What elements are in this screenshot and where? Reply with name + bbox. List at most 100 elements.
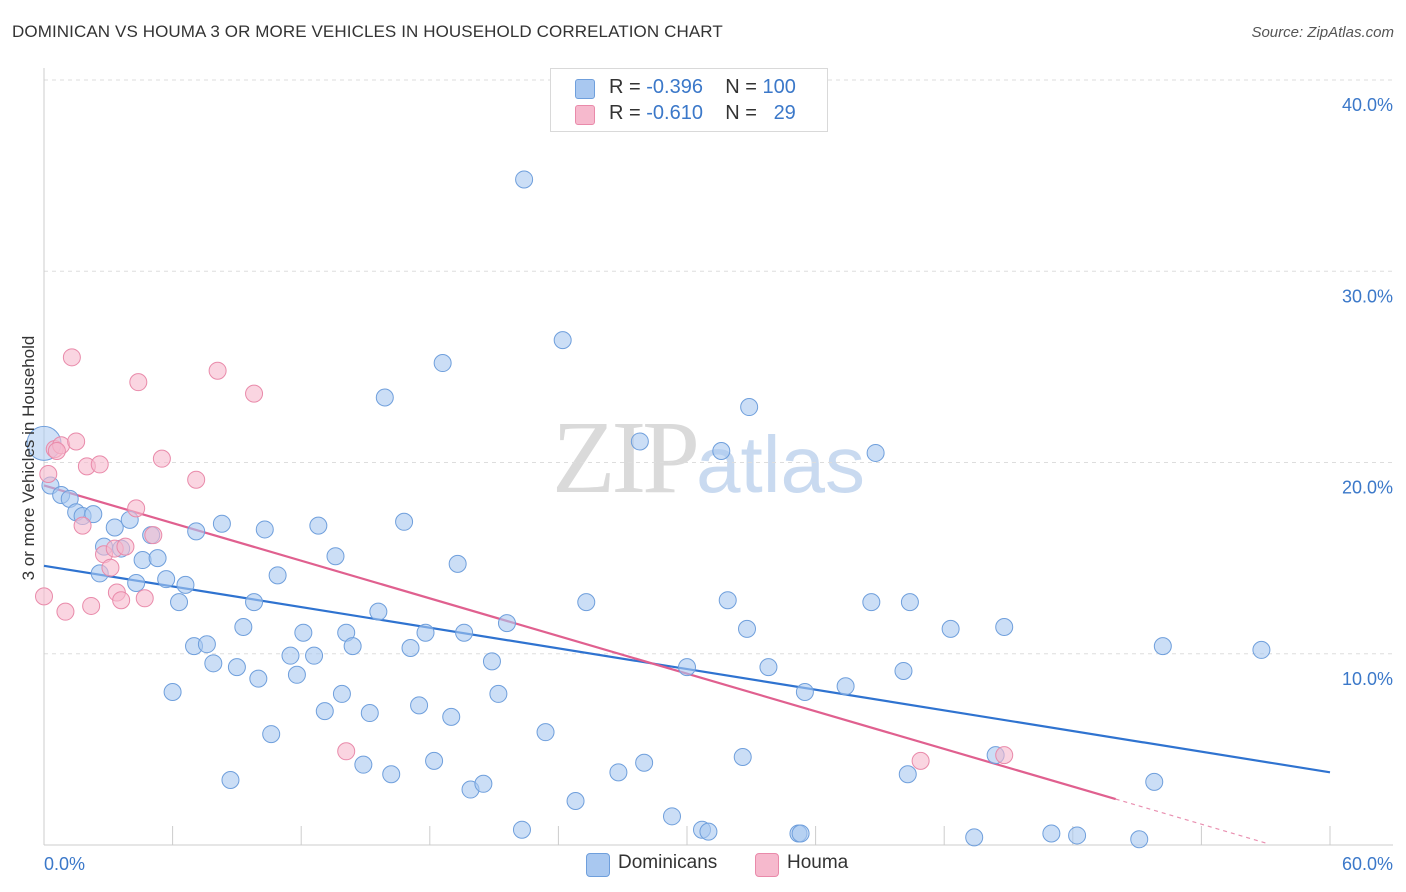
- point-dominicans: [1068, 826, 1087, 845]
- point-dominicans: [176, 575, 195, 594]
- legend-r-value: -0.610: [646, 102, 703, 124]
- legend-row-dominicans: R = -0.396 N = 100: [575, 75, 796, 103]
- series-legend: Dominicans Houma: [0, 851, 1406, 879]
- point-dominicans: [354, 755, 373, 774]
- legend-n-label: N =: [725, 102, 757, 124]
- point-dominicans: [791, 824, 810, 843]
- point-dominicans: [740, 398, 759, 417]
- point-layer: [26, 170, 1271, 849]
- point-houma: [82, 596, 101, 615]
- point-dominicans: [965, 828, 984, 847]
- point-dominicans: [332, 684, 351, 703]
- point-dominicans: [497, 614, 516, 633]
- point-dominicans: [309, 516, 328, 535]
- point-dominicans: [197, 635, 216, 654]
- point-dominicans: [738, 619, 757, 638]
- point-dominicans: [433, 354, 452, 373]
- legend-label-houma: Houma: [787, 852, 849, 873]
- point-houma: [73, 516, 92, 535]
- point-dominicans: [862, 593, 881, 612]
- point-dominicans: [1153, 637, 1172, 656]
- point-dominicans: [425, 751, 444, 770]
- point-dominicans: [212, 514, 231, 533]
- point-dominicans: [536, 723, 555, 742]
- point-dominicans: [105, 518, 124, 537]
- point-dominicans: [148, 549, 167, 568]
- point-dominicans: [133, 551, 152, 570]
- point-houma: [152, 449, 171, 468]
- point-dominicans: [566, 792, 585, 811]
- point-houma: [47, 442, 66, 461]
- watermark: ZIPatlas: [552, 398, 865, 517]
- point-houma: [144, 526, 163, 545]
- point-houma: [39, 464, 58, 483]
- point-houma: [56, 602, 75, 621]
- point-houma: [116, 537, 135, 556]
- point-dominicans: [898, 765, 917, 784]
- point-houma: [35, 587, 53, 606]
- point-houma: [995, 746, 1014, 765]
- point-houma: [135, 589, 154, 608]
- point-dominicans: [170, 593, 189, 612]
- point-dominicans: [163, 683, 182, 701]
- point-dominicans: [262, 725, 281, 744]
- point-dominicans: [221, 770, 240, 789]
- point-dominicans: [795, 683, 814, 701]
- legend-swatch-dominicans: [586, 853, 610, 877]
- point-dominicans: [401, 639, 420, 658]
- point-dominicans: [712, 442, 731, 461]
- point-houma: [112, 591, 131, 610]
- legend-swatch-dominicans: [575, 79, 595, 99]
- point-dominicans: [662, 807, 681, 826]
- point-dominicans: [84, 505, 103, 524]
- point-dominicans: [1252, 640, 1271, 659]
- point-dominicans: [360, 704, 379, 723]
- x-tick-label: 60.0%: [1342, 854, 1393, 874]
- legend-swatch-houma: [755, 853, 779, 877]
- point-houma: [90, 455, 109, 474]
- point-dominicans: [894, 661, 913, 680]
- watermark-zip: ZIP: [552, 400, 700, 515]
- point-dominicans: [395, 512, 414, 531]
- point-dominicans: [609, 763, 628, 782]
- point-dominicans: [343, 637, 362, 656]
- y-tick-label: 30.0%: [1342, 286, 1393, 306]
- point-dominicans: [249, 669, 268, 688]
- legend-r-label: R =: [609, 102, 641, 124]
- point-dominicans: [482, 652, 501, 671]
- point-dominicans: [204, 654, 223, 673]
- y-tick-label: 40.0%: [1342, 95, 1393, 115]
- watermark-atlas: atlas: [696, 420, 865, 509]
- legend-r-value: -0.396: [646, 76, 703, 98]
- point-dominicans: [699, 822, 718, 841]
- point-dominicans: [836, 677, 855, 696]
- point-dominicans: [448, 554, 467, 573]
- point-dominicans: [410, 696, 429, 715]
- y-tick-label: 10.0%: [1342, 669, 1393, 689]
- point-houma: [337, 742, 356, 761]
- point-dominicans: [489, 684, 508, 703]
- legend-label-dominicans: Dominicans: [618, 852, 718, 873]
- point-dominicans: [187, 522, 206, 541]
- correlation-legend: R = -0.396 N = 100 R = -0.610 N = 29: [550, 68, 828, 132]
- point-dominicans: [326, 547, 345, 566]
- point-dominicans: [305, 646, 324, 665]
- trend-line-houma: [43, 484, 1116, 801]
- point-dominicans: [577, 593, 596, 612]
- chart-title: DOMINICAN VS HOUMA 3 OR MORE VEHICLES IN…: [12, 22, 723, 41]
- point-dominicans: [157, 570, 176, 589]
- point-dominicans: [416, 623, 435, 642]
- source-label: Source: ZipAtlas.com: [1251, 24, 1394, 41]
- point-dominicans: [630, 432, 649, 451]
- point-houma: [208, 361, 227, 380]
- point-dominicans: [455, 623, 474, 642]
- legend-n-value: 29: [773, 102, 796, 124]
- point-dominicans: [474, 774, 493, 793]
- point-dominicans: [255, 520, 274, 539]
- point-dominicans: [442, 707, 461, 726]
- point-dominicans: [227, 658, 246, 677]
- point-dominicans: [294, 623, 313, 642]
- point-dominicans: [941, 619, 960, 638]
- y-tick-label: 20.0%: [1342, 478, 1393, 498]
- point-dominicans: [759, 658, 778, 677]
